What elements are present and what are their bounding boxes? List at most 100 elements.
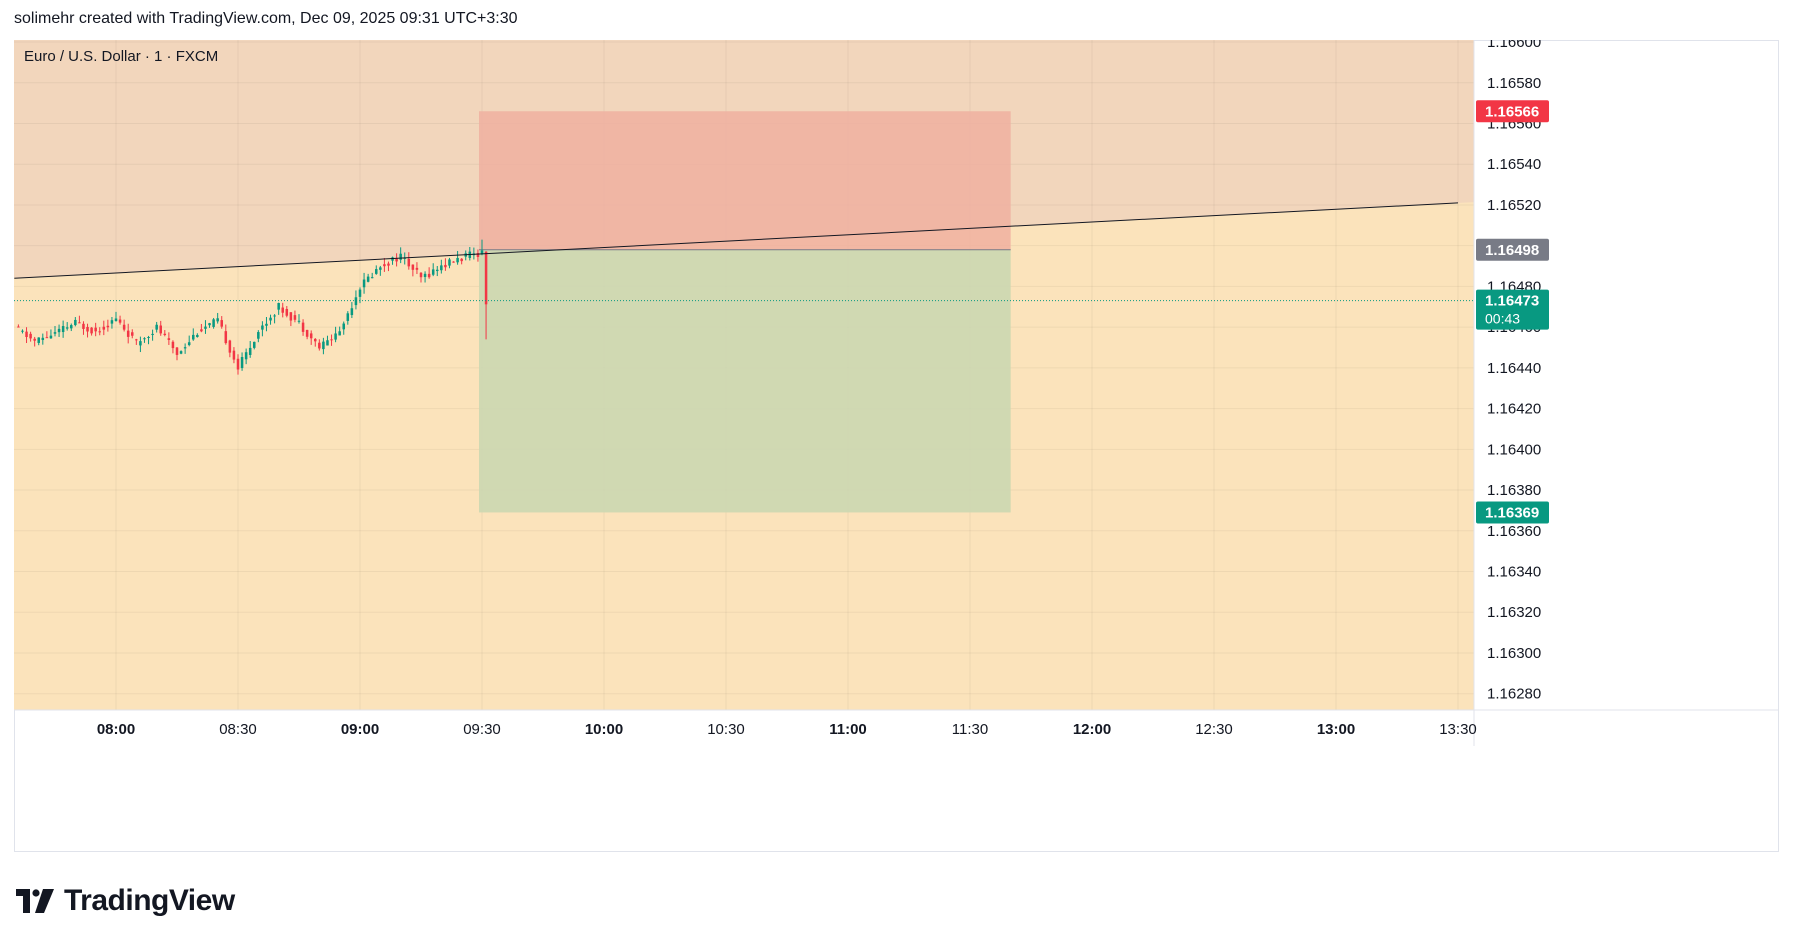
- time-tick-label: 11:00: [829, 721, 867, 738]
- candle-body: [379, 267, 382, 270]
- candle-body: [248, 347, 252, 355]
- price-tick-label: 1.16300: [1487, 645, 1541, 662]
- candle-body: [476, 253, 480, 257]
- candle-body: [362, 279, 366, 288]
- candle-body: [285, 308, 289, 316]
- candle-body: [163, 333, 167, 336]
- candle-body: [21, 330, 24, 332]
- candle-body: [370, 277, 374, 279]
- candle-body: [456, 257, 459, 263]
- candle-body: [187, 342, 191, 346]
- candle-body: [399, 253, 402, 260]
- stop-price-badge-bg: [1476, 100, 1549, 123]
- candle-body: [212, 319, 215, 327]
- candle-body: [53, 332, 57, 334]
- candle-body: [65, 327, 69, 329]
- current-price-badge-text: 1.16473: [1485, 293, 1539, 310]
- candle-body: [346, 313, 350, 321]
- candle-body: [61, 326, 65, 333]
- price-tick-label: 1.16320: [1487, 604, 1541, 621]
- candle-body: [147, 337, 150, 339]
- price-chart[interactable]: 1.166001.165801.165601.165401.165201.165…: [14, 40, 1779, 852]
- candle-body: [70, 325, 73, 329]
- candle-body: [45, 337, 49, 339]
- candle-body: [102, 326, 106, 330]
- time-tick-label: 09:30: [463, 721, 501, 738]
- candle-body: [139, 341, 142, 346]
- candle-body: [240, 357, 244, 369]
- candle-body: [192, 334, 195, 340]
- candle-body: [366, 276, 370, 282]
- price-tick-label: 1.16420: [1487, 401, 1541, 418]
- candle-body: [167, 338, 171, 340]
- entry-price-badge-bg: [1476, 238, 1549, 261]
- candle-body: [224, 331, 228, 344]
- time-tick-label: 13:00: [1317, 721, 1355, 738]
- candle-body: [269, 317, 272, 321]
- candle-body: [122, 324, 126, 330]
- candle-body: [427, 273, 431, 278]
- candle-body: [37, 337, 40, 343]
- candle-body: [257, 332, 260, 339]
- candle-body: [350, 308, 354, 316]
- tradingview-logo[interactable]: TradingView: [16, 884, 235, 918]
- candle-body: [305, 329, 309, 337]
- price-tick-label: 1.16340: [1487, 564, 1541, 581]
- candle-body: [118, 319, 122, 323]
- candle-body: [126, 330, 130, 337]
- candle-body: [338, 331, 341, 336]
- candle-body: [155, 324, 158, 330]
- time-tick-label: 12:30: [1195, 721, 1233, 738]
- candle-body: [431, 269, 435, 275]
- candle-body: [78, 322, 81, 324]
- price-tick-label: 1.16440: [1487, 360, 1541, 377]
- candle-body: [175, 347, 179, 355]
- candle-body: [293, 315, 297, 320]
- candle-body: [196, 334, 199, 338]
- stop-price-badge[interactable]: 1.16566: [1476, 100, 1549, 123]
- candle-body: [375, 269, 378, 274]
- candle-body: [94, 327, 97, 332]
- candle-body: [440, 265, 443, 271]
- candle-body: [448, 259, 451, 266]
- candle-body: [330, 339, 333, 341]
- candle-body: [151, 333, 154, 336]
- time-tick-label: 11:30: [952, 721, 988, 738]
- entry-price-badge-text: 1.16498: [1485, 242, 1539, 259]
- candle-body: [200, 329, 203, 332]
- candle-body: [395, 258, 398, 262]
- candle-body: [135, 339, 138, 341]
- target-price-badge[interactable]: 1.16369: [1476, 501, 1549, 524]
- price-tick-label: 1.16600: [1487, 40, 1541, 51]
- trendline[interactable]: [14, 202, 1459, 279]
- candle-body: [171, 341, 175, 349]
- candle-body: [131, 332, 134, 336]
- time-tick-label: 09:00: [341, 721, 379, 738]
- candle-body: [460, 258, 463, 262]
- candle-body: [216, 318, 219, 322]
- candle-body: [110, 320, 114, 324]
- candle-body: [318, 342, 321, 349]
- current-price-badge-bg: [1476, 289, 1549, 330]
- candle-body: [183, 347, 187, 349]
- candle-body: [49, 335, 53, 339]
- candle-body: [33, 338, 36, 341]
- take-profit-zone[interactable]: [479, 249, 1011, 513]
- candle-body: [232, 350, 236, 360]
- candle-body: [281, 307, 284, 313]
- target-price-badge-bg: [1476, 501, 1549, 524]
- chart-attribution: solimehr created with TradingView.com, D…: [14, 10, 518, 27]
- candle-body: [220, 320, 223, 327]
- candle-body: [82, 323, 85, 329]
- time-tick-label: 08:00: [97, 721, 135, 738]
- candle-body: [29, 333, 32, 339]
- candle-body: [208, 323, 211, 326]
- entry-price-badge[interactable]: 1.16498: [1476, 238, 1549, 261]
- stop-loss-zone[interactable]: [479, 111, 1011, 250]
- candle-body: [415, 267, 419, 270]
- candle-body: [342, 323, 345, 330]
- candle-body: [297, 320, 301, 322]
- candle-body: [436, 269, 439, 272]
- candle-body: [244, 352, 248, 360]
